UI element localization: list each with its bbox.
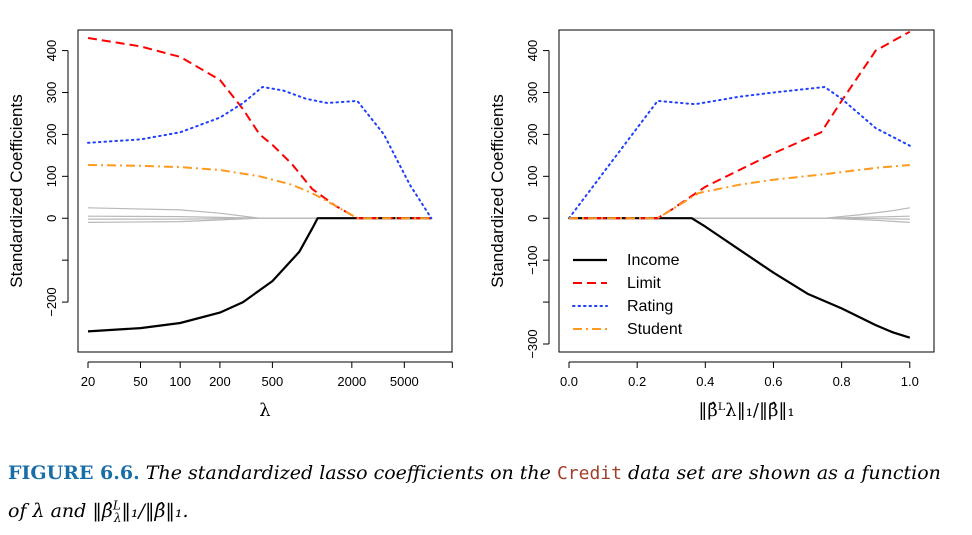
legend-label-income: Income — [627, 252, 680, 269]
caption-text-after: data set are shown as a function of λ an… — [8, 462, 941, 523]
legend-label-student: Student — [627, 321, 683, 338]
y-tick-label: 200 — [44, 124, 59, 146]
y-tick-label: 0 — [525, 215, 540, 222]
x-axis: 20 50 100 200 500 2000 5000 — [81, 361, 453, 389]
y-axis-title: Standardized Coefficients — [7, 94, 26, 287]
y-tick-label: 400 — [44, 40, 59, 62]
x-tick-label: 0.8 — [833, 374, 851, 389]
y-tick-label: 300 — [44, 82, 59, 104]
x-tick-label: 100 — [169, 374, 191, 389]
x-axis: 0.0 0.2 0.4 0.6 0.8 1.0 — [560, 361, 919, 389]
y-tick-label: 300 — [525, 82, 540, 104]
x-tick-label: 500 — [262, 374, 284, 389]
caption-sub: λ — [113, 511, 122, 526]
y-axis: −300 −100 0 100 200 300 400 — [525, 40, 550, 359]
x-tick-label: 5000 — [390, 374, 419, 389]
legend-label-rating: Rating — [627, 298, 673, 315]
legend: Income Limit Rating Student — [572, 252, 683, 338]
y-tick-label: −200 — [44, 287, 59, 316]
series-line-rating — [87, 86, 433, 220]
left-panel-lambda: 20 50 100 200 500 2000 5000 −200 0 100 200 300 400 St… — [7, 29, 453, 421]
x-tick-label: 0.6 — [764, 374, 782, 389]
x-tick-label: 0.0 — [560, 374, 578, 389]
x-tick-label: 2000 — [337, 374, 366, 389]
series-line-student — [87, 164, 432, 220]
y-tick-label: −300 — [525, 329, 540, 358]
series-line-income — [569, 217, 911, 339]
caption-sup: L — [112, 499, 121, 513]
lasso-figure: 20 50 100 200 500 2000 5000−2000100200300400St… — [7, 29, 935, 421]
series-line-other4 — [569, 217, 910, 223]
x-tick-label: 20 — [81, 374, 95, 389]
caption-dataset-name: Credit — [556, 463, 622, 484]
y-tick-label: 100 — [525, 165, 540, 187]
y-tick-label: 0 — [44, 215, 59, 222]
x-tick-label: 50 — [133, 374, 147, 389]
x-tick-label: 0.4 — [696, 374, 714, 389]
series-line-rating — [568, 86, 911, 220]
y-tick-label: 100 — [44, 165, 59, 187]
caption-text-end: ‖₁/‖β̂‖₁. — [121, 500, 189, 523]
series-line-limit — [569, 30, 911, 220]
caption-text-before: The standardized lasso coefficients on t… — [145, 462, 551, 484]
series-line-income — [87, 217, 432, 333]
right-panel-l1-ratio: 0.0 0.2 0.4 0.6 0.8 1.0 −300 −100 0 100 200 300 400 S… — [488, 29, 935, 421]
plot-frame — [558, 29, 935, 353]
y-axis-title: Standardized Coefficients — [488, 94, 507, 287]
series-line-other1 — [569, 207, 910, 219]
y-tick-label: 200 — [525, 124, 540, 146]
legend-label-limit: Limit — [627, 275, 661, 292]
x-tick-label: 1.0 — [901, 374, 919, 389]
figure-label: FIGURE 6.6. — [8, 462, 140, 484]
x-tick-label: 0.2 — [628, 374, 646, 389]
y-tick-label: 400 — [525, 40, 540, 62]
figure-caption: FIGURE 6.6. The standardized lasso coeff… — [8, 457, 958, 535]
x-tick-label: 200 — [209, 374, 231, 389]
y-axis: −200 0 100 200 300 400 — [44, 40, 69, 317]
plot-frame — [77, 29, 453, 353]
x-axis-title: λ — [259, 400, 270, 421]
x-axis-title: ‖β̂ᴸλ‖₁/‖β̂‖₁ — [698, 400, 794, 421]
series-line-student — [569, 164, 910, 220]
y-tick-label: −100 — [525, 246, 540, 275]
